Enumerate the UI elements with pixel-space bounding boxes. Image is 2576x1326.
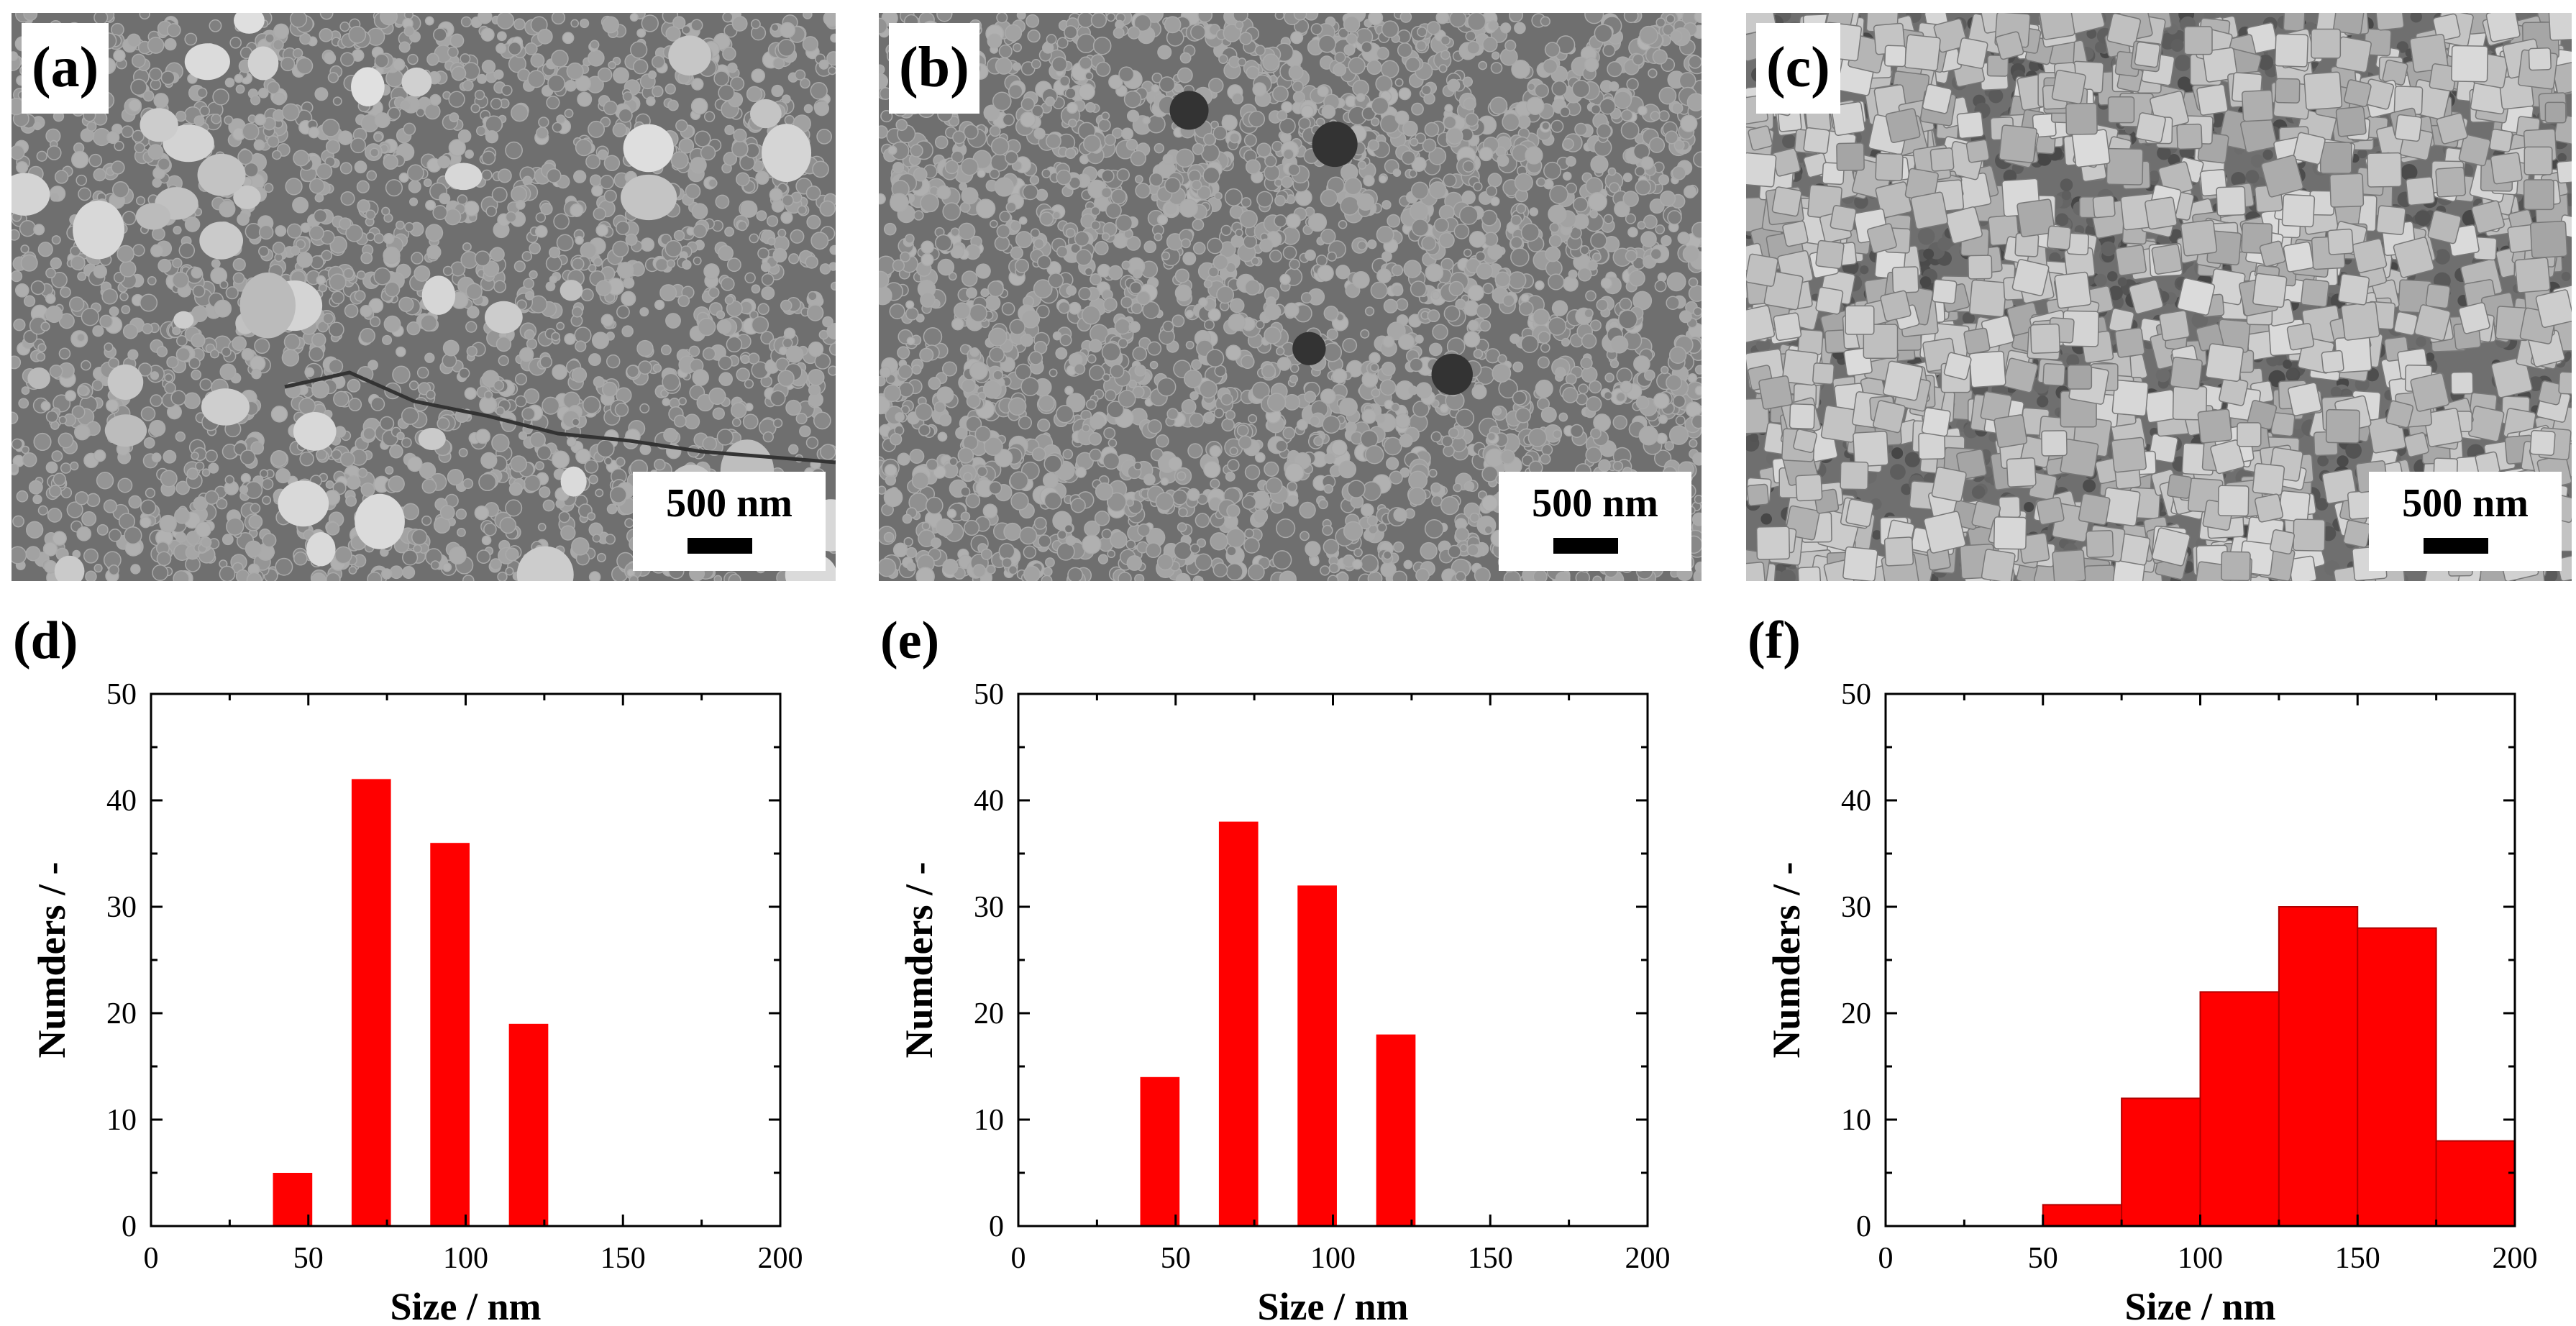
scale-bar-line-c <box>2424 538 2488 554</box>
scale-bar-text-b: 500 nm <box>1532 481 1658 526</box>
scale-bar-c: 500 nm <box>2369 472 2562 571</box>
scale-bar-a: 500 nm <box>633 472 826 571</box>
histogram-d: (d) 0 50 100 150 200 0 10 20 30 40 50 Size / nm Numde… <box>0 604 834 1323</box>
x-tick-label: 200 <box>2493 1242 2538 1275</box>
scale-bar-b: 500 nm <box>1499 472 1691 571</box>
y-tick-label: 30 <box>1841 891 1871 924</box>
sem-image-c: (c) 500 nm <box>1746 13 2572 581</box>
y-tick-label: 10 <box>106 1104 137 1137</box>
x-tick-label: 0 <box>1011 1242 1026 1275</box>
bar-0 <box>1140 1076 1180 1226</box>
x-tick-label: 150 <box>2335 1242 2380 1275</box>
particle-field <box>1746 13 2572 581</box>
x-tick-label: 100 <box>2178 1242 2223 1275</box>
y-tick-label: 20 <box>1841 997 1871 1030</box>
scale-bar-line-b <box>1553 538 1618 554</box>
x-tick-label: 50 <box>293 1242 324 1275</box>
scale-bar-text-c: 500 nm <box>2402 481 2529 526</box>
bar-0 <box>273 1173 313 1226</box>
bar-3 <box>2278 906 2359 1227</box>
bar-1 <box>1218 821 1259 1226</box>
y-tick-label: 50 <box>974 678 1004 711</box>
bar-2 <box>430 843 470 1226</box>
x-tick-label: 100 <box>443 1242 488 1275</box>
x-tick-label: 50 <box>1161 1242 1191 1275</box>
panel-label-f: (f) <box>1748 611 1801 670</box>
x-tick-label: 200 <box>758 1242 803 1275</box>
sem-image-b: (b) 500 nm <box>879 13 1702 581</box>
scale-bar-text-a: 500 nm <box>666 481 793 526</box>
x-tick-label: 100 <box>1310 1242 1356 1275</box>
y-tick-label: 20 <box>974 997 1004 1030</box>
y-axis-label: Numders / - <box>30 862 73 1058</box>
y-tick-label: 0 <box>989 1210 1004 1243</box>
y-axis-label: Numders / - <box>1765 862 1808 1058</box>
x-axis-label: Size / nm <box>2125 1285 2276 1323</box>
y-tick-label: 40 <box>974 785 1004 818</box>
histogram-svg-e: (e) 0 50 100 150 200 0 10 20 30 40 50 Size / nm Numde… <box>880 611 1671 1323</box>
sem-particles-a <box>12 13 836 581</box>
bar-4 <box>2357 927 2437 1227</box>
bar-3 <box>1376 1034 1416 1226</box>
x-tick-label: 0 <box>1878 1242 1894 1275</box>
y-tick-label: 30 <box>106 891 137 924</box>
bar-1 <box>2121 1097 2201 1227</box>
y-tick-label: 50 <box>1841 678 1871 711</box>
x-tick-label: 150 <box>600 1242 646 1275</box>
panel-label-e: (e) <box>880 611 939 670</box>
particle-field <box>12 13 836 581</box>
histogram-e: (e) 0 50 100 150 200 0 10 20 30 40 50 Size / nm Numde… <box>867 604 1702 1323</box>
bar-3 <box>508 1023 549 1226</box>
panel-label-b: (b) <box>889 23 979 114</box>
bar-5 <box>2435 1140 2516 1227</box>
histogram-svg-f: (f) 0 50 100 150 200 0 10 20 30 40 50 Size / nm Numde… <box>1748 611 2538 1323</box>
y-tick-label: 50 <box>106 678 137 711</box>
bar-2 <box>1297 885 1337 1226</box>
x-axis-label: Size / nm <box>1258 1285 1409 1323</box>
y-tick-label: 30 <box>974 891 1004 924</box>
y-tick-label: 0 <box>122 1210 137 1243</box>
panel-label-a: (a) <box>22 23 109 114</box>
y-tick-label: 40 <box>106 785 137 818</box>
panel-label-c: (c) <box>1756 23 1840 114</box>
scale-bar-line-a <box>688 538 752 554</box>
y-tick-label: 40 <box>1841 785 1871 818</box>
y-axis-label: Numders / - <box>898 862 941 1058</box>
x-tick-label: 150 <box>1468 1242 1513 1275</box>
panel-label-d: (d) <box>13 611 78 670</box>
x-tick-label: 200 <box>1625 1242 1671 1275</box>
x-tick-label: 50 <box>2028 1242 2058 1275</box>
bar-1 <box>351 779 391 1226</box>
histogram-f: (f) 0 50 100 150 200 0 10 20 30 40 50 Size / nm Numde… <box>1735 604 2569 1323</box>
y-tick-label: 10 <box>1841 1104 1871 1137</box>
histogram-svg-d: (d) 0 50 100 150 200 0 10 20 30 40 50 Size / nm Numde… <box>13 611 803 1323</box>
sem-particles-c <box>1746 13 2572 581</box>
sem-image-a: (a) 500 nm <box>12 13 836 581</box>
x-tick-label: 0 <box>144 1242 159 1275</box>
bar-2 <box>2199 991 2280 1227</box>
x-axis-label: Size / nm <box>390 1285 542 1323</box>
y-tick-label: 0 <box>1856 1210 1871 1243</box>
y-tick-label: 20 <box>106 997 137 1030</box>
y-tick-label: 10 <box>974 1104 1004 1137</box>
bar-0 <box>2042 1204 2123 1227</box>
